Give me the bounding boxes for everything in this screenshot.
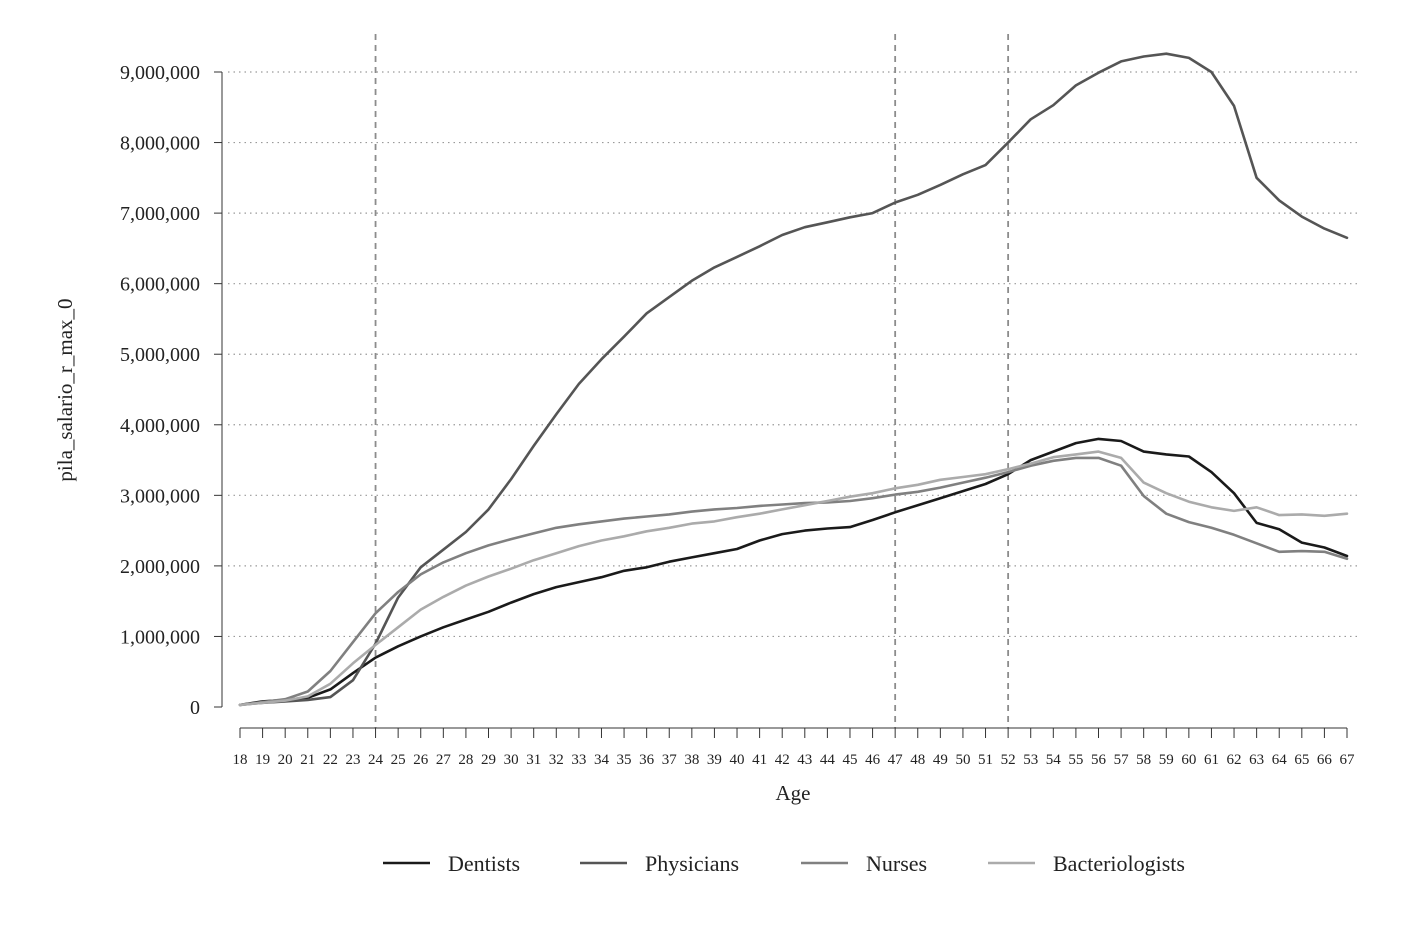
x-tick-label: 55 xyxy=(1068,752,1083,768)
x-tick-label: 49 xyxy=(933,752,948,768)
x-tick-label: 23 xyxy=(345,752,360,768)
x-tick-label: 20 xyxy=(278,752,293,768)
x-tick-label: 30 xyxy=(504,752,519,768)
x-tick-label: 45 xyxy=(842,752,857,768)
series-line-nurses xyxy=(238,456,1349,707)
x-tick-label: 63 xyxy=(1249,752,1264,768)
axes xyxy=(221,72,1347,729)
x-tick-label: 60 xyxy=(1181,752,1196,768)
x-tick-label: 31 xyxy=(526,752,541,768)
y-tick-label: 5,000,000 xyxy=(120,344,200,366)
y-axis-title: pila_salario_r_max_0 xyxy=(53,298,77,481)
x-tick-label: 37 xyxy=(662,752,678,768)
x-tick-label: 35 xyxy=(617,752,632,768)
x-tick-label: 64 xyxy=(1272,752,1288,768)
x-tick-label: 59 xyxy=(1159,752,1174,768)
x-tick-label: 25 xyxy=(391,752,406,768)
x-tick-label: 36 xyxy=(639,752,655,768)
x-tick-label: 18 xyxy=(233,752,248,768)
y-tick-label: 2,000,000 xyxy=(120,556,200,578)
x-tick-label: 32 xyxy=(549,752,564,768)
x-tick-label: 21 xyxy=(300,752,315,768)
y-tick-label: 9,000,000 xyxy=(120,62,200,84)
y-tick-label: 1,000,000 xyxy=(120,626,200,648)
horizontal-gridlines xyxy=(228,71,1360,638)
x-ticks: 18 19 20 21 22 23 24 25 26 27 28 29 30 31 32 33 34 35 36 37… xyxy=(233,728,1356,768)
x-tick-label: 54 xyxy=(1046,752,1062,768)
legend-label: Dentists xyxy=(448,851,520,876)
x-tick-label: 48 xyxy=(910,752,925,768)
x-tick-label: 39 xyxy=(707,752,722,768)
x-tick-label: 41 xyxy=(752,752,767,768)
x-tick-label: 19 xyxy=(255,752,270,768)
x-tick-label: 58 xyxy=(1136,752,1151,768)
x-tick-label: 50 xyxy=(955,752,970,768)
x-tick-label: 42 xyxy=(775,752,790,768)
y-tick-label: 4,000,000 xyxy=(120,415,200,437)
x-tick-label: 51 xyxy=(978,752,993,768)
x-tick-label: 27 xyxy=(436,752,452,768)
x-tick-label: 65 xyxy=(1294,752,1309,768)
x-tick-label: 57 xyxy=(1114,752,1130,768)
y-ticks: 0 1,000,000 2,000,000 3,000,000 4,000,000 5,0… xyxy=(120,62,222,719)
x-tick-label: 44 xyxy=(820,752,836,768)
x-tick-label: 56 xyxy=(1091,752,1107,768)
x-axis-title: Age xyxy=(776,781,811,805)
x-tick-label: 53 xyxy=(1023,752,1038,768)
y-tick-label: 8,000,000 xyxy=(120,133,200,155)
x-tick-label: 43 xyxy=(797,752,812,768)
series-line-physicians xyxy=(238,52,1349,707)
x-tick-label: 29 xyxy=(481,752,496,768)
x-tick-label: 66 xyxy=(1317,752,1333,768)
legend: Dentists Physicians Nurses Bacteriologists xyxy=(383,851,1185,876)
legend-label: Bacteriologists xyxy=(1053,851,1185,876)
x-tick-label: 40 xyxy=(730,752,745,768)
legend-label: Physicians xyxy=(645,851,739,876)
y-tick-label: 3,000,000 xyxy=(120,485,200,507)
legend-label: Nurses xyxy=(866,851,927,876)
y-tick-label: 6,000,000 xyxy=(120,274,200,296)
series-line-bacteriologists xyxy=(238,450,1349,707)
series-line-dentists xyxy=(238,437,1349,707)
y-tick-label: 0 xyxy=(190,697,200,719)
x-tick-label: 61 xyxy=(1204,752,1219,768)
x-tick-label: 24 xyxy=(368,752,384,768)
x-tick-label: 52 xyxy=(1001,752,1016,768)
x-tick-label: 67 xyxy=(1340,752,1356,768)
x-tick-label: 62 xyxy=(1227,752,1242,768)
x-tick-label: 22 xyxy=(323,752,338,768)
x-tick-label: 33 xyxy=(571,752,586,768)
x-tick-label: 47 xyxy=(888,752,904,768)
y-tick-label: 7,000,000 xyxy=(120,203,200,225)
x-tick-label: 46 xyxy=(865,752,881,768)
x-tick-label: 38 xyxy=(684,752,699,768)
x-tick-label: 26 xyxy=(413,752,429,768)
reference-lines xyxy=(374,34,1010,728)
x-tick-label: 28 xyxy=(458,752,473,768)
series-lines xyxy=(238,52,1349,707)
x-tick-label: 34 xyxy=(594,752,610,768)
